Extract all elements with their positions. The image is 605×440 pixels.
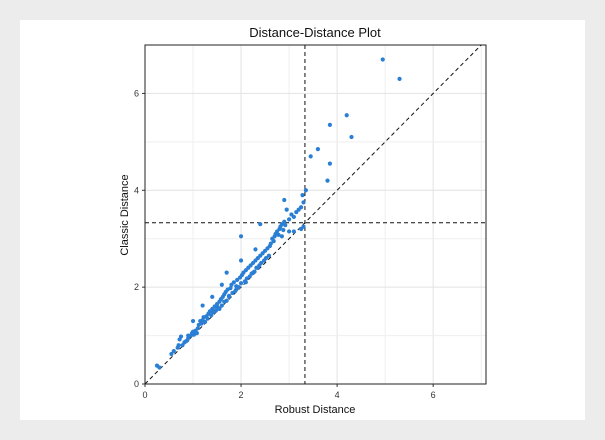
data-point xyxy=(397,76,402,81)
x-tick-label: 6 xyxy=(431,390,436,400)
data-point xyxy=(200,303,205,308)
data-point xyxy=(255,265,260,270)
data-point xyxy=(259,260,264,266)
data-point xyxy=(301,224,306,229)
data-point xyxy=(303,188,308,193)
data-point xyxy=(253,247,258,252)
chart-frame: Distance-Distance Plot 0 2 4 6 0 2 4 6 Robust D… xyxy=(20,20,585,420)
data-point xyxy=(282,197,287,203)
data-point xyxy=(226,294,232,299)
data-point xyxy=(276,232,281,237)
data-point xyxy=(250,270,256,275)
data-point xyxy=(282,219,287,224)
data-point xyxy=(224,270,229,275)
data-points xyxy=(154,57,402,370)
data-point xyxy=(195,326,200,331)
data-point xyxy=(171,348,176,354)
data-point xyxy=(219,303,224,308)
y-tick-label: 2 xyxy=(134,282,139,292)
data-point xyxy=(258,222,263,227)
chart-title: Distance-Distance Plot xyxy=(249,25,381,40)
data-point xyxy=(194,331,199,336)
x-tick-label: 2 xyxy=(239,390,244,400)
data-point xyxy=(271,239,276,244)
data-point xyxy=(234,287,239,292)
data-point xyxy=(300,193,305,198)
data-point xyxy=(235,277,240,282)
x-tick-label: 0 xyxy=(142,390,147,400)
data-point xyxy=(286,229,292,234)
data-point xyxy=(176,343,181,348)
data-point xyxy=(243,280,248,285)
data-point xyxy=(178,334,184,339)
axis-ticks: 0 2 4 6 0 2 4 6 xyxy=(134,88,436,400)
data-point xyxy=(301,200,306,205)
data-point xyxy=(205,316,210,321)
data-point xyxy=(291,229,296,234)
data-point xyxy=(212,309,217,314)
data-point xyxy=(217,306,222,312)
data-point xyxy=(238,281,244,286)
data-point xyxy=(281,227,286,233)
data-point xyxy=(157,365,162,370)
data-point xyxy=(344,113,349,118)
data-point xyxy=(380,57,385,62)
data-point xyxy=(210,294,215,299)
data-point xyxy=(298,205,304,210)
data-point xyxy=(169,351,174,357)
data-point xyxy=(315,147,321,152)
y-tick-label: 4 xyxy=(134,185,139,195)
data-point xyxy=(231,280,236,285)
identity-line xyxy=(144,44,482,385)
data-point xyxy=(263,255,269,261)
data-point xyxy=(238,234,244,239)
data-point xyxy=(199,321,204,326)
data-point xyxy=(349,134,354,140)
x-tick-label: 4 xyxy=(335,390,340,400)
data-point xyxy=(325,178,330,183)
scatter-chart: Distance-Distance Plot 0 2 4 6 0 2 4 6 Robust D… xyxy=(119,25,487,416)
y-tick-label: 6 xyxy=(134,88,139,98)
data-point xyxy=(327,122,333,128)
data-point xyxy=(308,154,313,159)
data-point xyxy=(219,282,224,287)
plot-border xyxy=(144,44,487,385)
y-axis-label: Classic Distance xyxy=(119,174,131,255)
data-point xyxy=(291,214,296,220)
data-point xyxy=(266,253,272,258)
grid-lines xyxy=(144,44,486,385)
data-point xyxy=(228,286,233,291)
data-point xyxy=(268,241,273,246)
y-tick-label: 0 xyxy=(134,379,139,389)
data-point xyxy=(186,333,191,338)
data-point xyxy=(283,223,288,228)
data-point xyxy=(202,319,208,325)
data-point xyxy=(190,318,196,324)
reference-lines xyxy=(144,44,486,385)
data-point xyxy=(238,258,244,263)
x-axis-label: Robust Distance xyxy=(275,404,356,416)
data-point xyxy=(222,299,227,304)
data-point xyxy=(284,207,289,212)
data-point xyxy=(286,217,292,222)
data-point xyxy=(279,234,284,239)
data-point xyxy=(327,161,333,166)
